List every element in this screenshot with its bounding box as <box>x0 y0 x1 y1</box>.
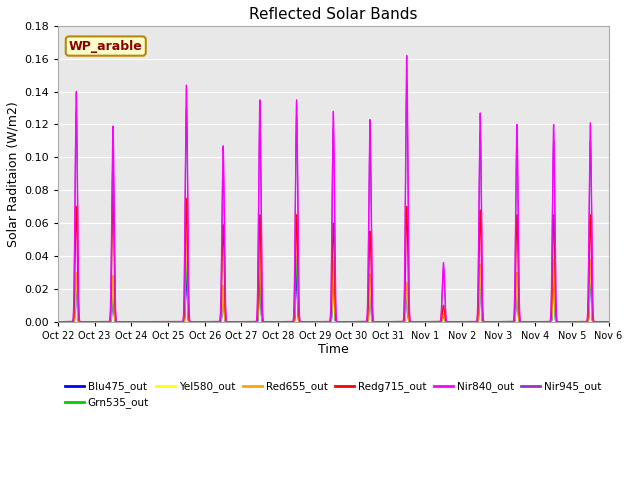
Nir945_out <box>153 319 161 324</box>
Grn535_out <box>153 319 161 324</box>
Blu475_out <box>313 319 321 324</box>
Nir945_out <box>457 319 465 324</box>
Redg715_out <box>604 319 612 324</box>
Nir840_out <box>153 319 161 324</box>
Yel580_out <box>605 319 612 324</box>
Nir945_out <box>605 319 612 324</box>
Red655_out <box>604 319 612 324</box>
Redg715_out <box>153 319 161 324</box>
Line: Blu475_out: Blu475_out <box>58 271 609 322</box>
Nir840_out <box>457 319 465 324</box>
Red655_out <box>605 319 612 324</box>
Nir840_out <box>488 319 496 324</box>
Title: Reflected Solar Bands: Reflected Solar Bands <box>249 7 417 22</box>
Red655_out <box>488 319 496 324</box>
Nir945_out <box>313 319 321 324</box>
Blu475_out <box>604 319 612 324</box>
Red655_out <box>457 319 465 324</box>
Line: Nir840_out: Nir840_out <box>58 56 609 322</box>
Nir840_out <box>54 319 61 324</box>
Y-axis label: Solar Raditaion (W/m2): Solar Raditaion (W/m2) <box>7 101 20 247</box>
Nir840_out <box>605 319 612 324</box>
Redg715_out <box>605 319 612 324</box>
Grn535_out <box>54 319 61 324</box>
Line: Red655_out: Red655_out <box>58 215 609 322</box>
Legend: Blu475_out, Grn535_out, Yel580_out, Red655_out, Redg715_out, Nir840_out, Nir945_: Blu475_out, Grn535_out, Yel580_out, Red6… <box>61 377 605 412</box>
Nir945_out <box>488 319 496 324</box>
Blu475_out <box>457 319 465 324</box>
Grn535_out <box>256 253 264 259</box>
Redg715_out <box>109 191 117 196</box>
Text: WP_arable: WP_arable <box>69 39 143 52</box>
Red655_out <box>54 319 61 324</box>
Nir945_out <box>403 81 411 86</box>
Red655_out <box>426 319 434 324</box>
Yel580_out <box>426 319 434 324</box>
Nir945_out <box>54 319 61 324</box>
Grn535_out <box>426 319 434 324</box>
Grn535_out <box>605 319 612 324</box>
Line: Yel580_out: Yel580_out <box>58 215 609 322</box>
Grn535_out <box>604 319 612 324</box>
Yel580_out <box>313 319 321 324</box>
Nir945_out <box>604 319 612 324</box>
Yel580_out <box>488 319 496 324</box>
Nir945_out <box>426 319 434 324</box>
Redg715_out <box>313 319 321 324</box>
X-axis label: Time: Time <box>318 344 349 357</box>
Blu475_out <box>426 319 434 324</box>
Grn535_out <box>488 319 496 324</box>
Nir840_out <box>403 53 411 59</box>
Nir840_out <box>604 319 612 324</box>
Line: Grn535_out: Grn535_out <box>58 256 609 322</box>
Redg715_out <box>488 319 496 324</box>
Redg715_out <box>457 319 465 324</box>
Blu475_out <box>153 319 161 324</box>
Blu475_out <box>54 319 61 324</box>
Line: Nir945_out: Nir945_out <box>58 84 609 322</box>
Grn535_out <box>457 319 465 324</box>
Blu475_out <box>605 319 612 324</box>
Nir840_out <box>426 319 434 324</box>
Yel580_out <box>54 319 61 324</box>
Nir840_out <box>313 319 321 324</box>
Yel580_out <box>604 319 612 324</box>
Line: Redg715_out: Redg715_out <box>58 193 609 322</box>
Yel580_out <box>292 212 300 218</box>
Yel580_out <box>457 319 465 324</box>
Redg715_out <box>54 319 61 324</box>
Blu475_out <box>488 319 495 324</box>
Redg715_out <box>426 319 434 324</box>
Red655_out <box>153 319 161 324</box>
Red655_out <box>313 319 321 324</box>
Grn535_out <box>313 319 321 324</box>
Red655_out <box>292 212 300 218</box>
Yel580_out <box>153 319 161 324</box>
Blu475_out <box>550 268 557 274</box>
